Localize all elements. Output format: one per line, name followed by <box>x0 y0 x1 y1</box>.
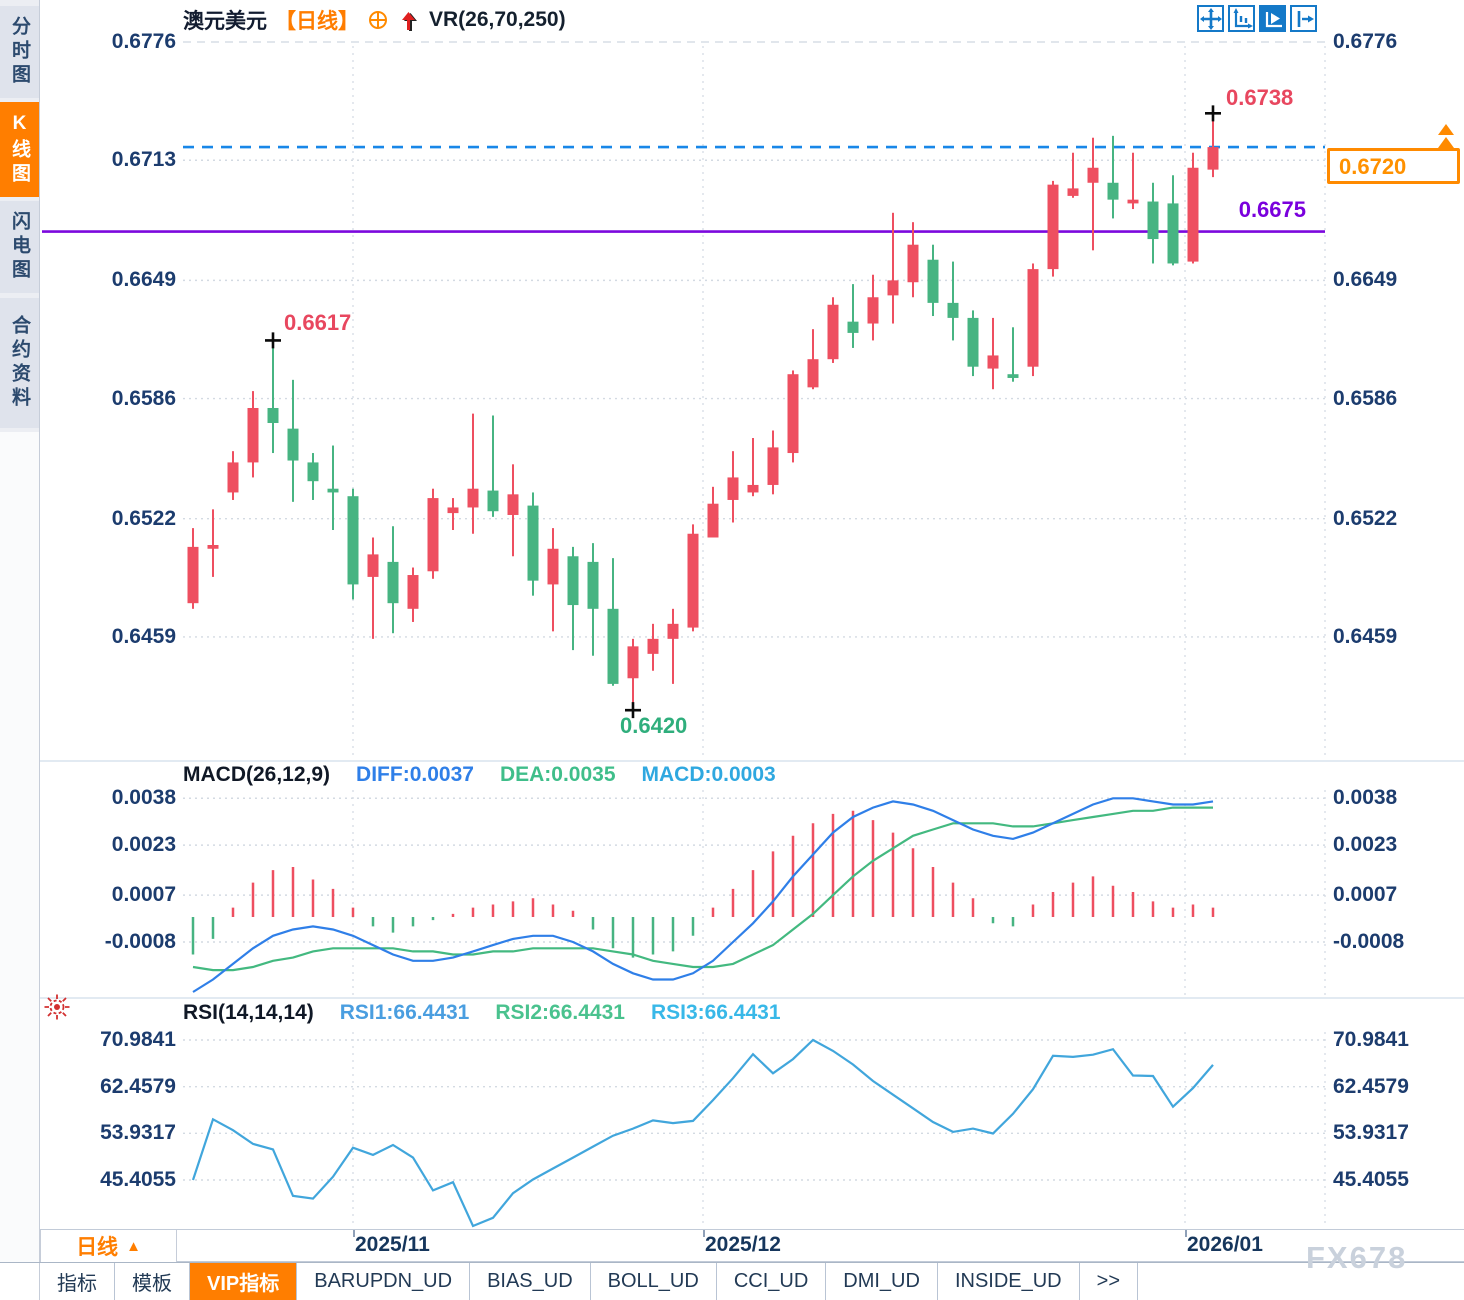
macd-layer <box>191 797 1215 993</box>
bottom-tab-6[interactable]: BOLL_UD <box>591 1263 717 1300</box>
rsi-axis-label-right: 62.4579 <box>1333 1074 1409 1098</box>
time-axis-label-2: 2025/12 <box>705 1233 781 1256</box>
annotation-session-high: 0.6738 <box>1226 85 1294 110</box>
annotation-support-price: 0.6675 <box>1238 197 1306 222</box>
macd-axis-label-left: 0.0023 <box>111 833 176 857</box>
time-axis-label-3: 2026/01 <box>1187 1233 1263 1256</box>
reference-lines-layer <box>42 145 1325 233</box>
period-selector[interactable]: 日线 ▲ <box>40 1230 177 1262</box>
rsi-value-1: RSI1:66.4431 <box>339 1001 470 1024</box>
rsi-header: RSI(14,14,14) RSI1:66.4431 RSI2:66.4431 RS… <box>183 1001 781 1025</box>
circle-plus-icon[interactable] <box>367 9 389 31</box>
toolbar-pan-button[interactable] <box>1197 5 1224 32</box>
price-axis-label-left: 0.6776 <box>111 30 176 53</box>
time-axis-label-1: 2025/11 <box>355 1233 430 1256</box>
macd-axis-label-left: 0.0007 <box>111 883 176 907</box>
rsi-value-3: RSI3:66.4431 <box>650 1001 781 1024</box>
rsi-axis-label-right: 53.9317 <box>1333 1121 1409 1145</box>
annotation-swing-high: 0.6617 <box>284 310 352 335</box>
price-axis-label-left: 0.6586 <box>111 386 176 410</box>
macd-axis-label-left: -0.0008 <box>104 930 176 953</box>
bottom-tab-9[interactable]: INSIDE_UD <box>938 1263 1080 1300</box>
toolbar-auto-scale-button[interactable] <box>1259 5 1286 32</box>
triangle-up-icon: ▲ <box>126 1237 141 1255</box>
pan-icon <box>1199 7 1222 30</box>
sidebar-item-4[interactable]: 合约资料 <box>0 298 39 428</box>
sidebar-item-3[interactable]: 闪电图 <box>0 201 39 293</box>
price-axis-label-left: 0.6459 <box>111 624 176 648</box>
chart-title-bar: 澳元美元 【日线】 VR(26,70,250) <box>183 5 566 35</box>
price-up-arrow-icon <box>1438 124 1454 135</box>
rsi-layer <box>191 1038 1214 1228</box>
time-axis-tick <box>1185 1230 1187 1237</box>
price-axis-label-right: 0.6459 <box>1333 624 1398 648</box>
macd-value-1: DIFF:0.0037 <box>356 763 474 786</box>
bottom-tab-10[interactable]: >> <box>1080 1263 1138 1300</box>
rsi-values: RSI1:66.4431 RSI2:66.4431 RSI3:66.4431 <box>340 1001 781 1025</box>
bottom-tab-bar: 指标 模板 VIP指标 BARUPDN_UD BIAS_UD BOLL_UD CCI_UD D… <box>0 1262 1464 1300</box>
rsi-axis-label-right: 70.9841 <box>1333 1028 1409 1051</box>
bottom-tab-7[interactable]: CCI_UD <box>717 1263 827 1300</box>
macd-header: MACD(26,12,9) DIFF:0.0037 DEA:0.0035 MACD:… <box>183 763 776 787</box>
indicator-settings-sun-icon[interactable] <box>42 992 72 1027</box>
price-axis-label-left: 0.6522 <box>111 506 176 530</box>
time-axis-tick <box>703 1230 705 1237</box>
rsi-title[interactable]: RSI(14,14,14) <box>183 1001 314 1024</box>
toolbar-fit-scale-button[interactable] <box>1228 5 1255 32</box>
fit-scale-icon <box>1233 7 1253 28</box>
sidebar-item-2[interactable]: K线图 <box>0 102 39 197</box>
macd-axis-label-right: -0.0008 <box>1333 930 1405 953</box>
period-selector-label: 日线 <box>76 1236 119 1259</box>
current-price-box: 0.6720 <box>1327 148 1460 184</box>
time-axis-tick <box>353 1230 355 1237</box>
shift-right-icon <box>1297 10 1314 27</box>
red-up-arrow-icon <box>397 8 421 32</box>
annotation-swing-low: 0.6420 <box>620 713 688 738</box>
bottom-tab-1[interactable]: 指标 <box>40 1263 115 1300</box>
price-axis-label-left: 0.6713 <box>111 148 176 172</box>
macd-value-2: DEA:0.0035 <box>499 763 616 786</box>
macd-axis-label-right: 0.0038 <box>1333 786 1398 810</box>
macd-value-3: MACD:0.0003 <box>641 763 776 786</box>
price-up-arrow-icon <box>1438 137 1454 148</box>
rsi-axis-label-right: 45.4055 <box>1333 1168 1409 1191</box>
tabs-container: 指标 模板 VIP指标 BARUPDN_UD BIAS_UD BOLL_UD CCI_UD D… <box>40 1263 1138 1300</box>
rsi-axis-label-left: 45.4055 <box>100 1168 176 1191</box>
bottom-tab-5[interactable]: BIAS_UD <box>470 1263 591 1300</box>
chart-toolbar <box>1197 5 1317 32</box>
macd-title[interactable]: MACD(26,12,9) <box>183 763 331 786</box>
price-axis-label-right: 0.6649 <box>1333 268 1398 292</box>
macd-axis-label-right: 0.0023 <box>1333 833 1398 857</box>
marker-layer <box>265 105 1221 719</box>
rsi-axis-label-left: 62.4579 <box>100 1074 176 1098</box>
sidebar-item-1[interactable]: 分时图 <box>0 6 39 98</box>
auto-scale-icon <box>1265 11 1282 27</box>
sidebar-empty <box>0 432 39 1300</box>
bottom-tab-8[interactable]: DMI_UD <box>826 1263 938 1300</box>
candles-layer <box>187 113 1219 711</box>
price-axis-label-right: 0.6522 <box>1333 506 1398 530</box>
price-axis-label-right: 0.6586 <box>1333 386 1398 410</box>
time-axis-row: 日线 ▲ 2025/11 2025/12 2026/01 <box>40 1229 1464 1262</box>
sidebar: 分时图 K线图闪电图合约资料 <box>0 0 40 1300</box>
price-axis-label-left: 0.6649 <box>111 268 176 292</box>
period-tag: 【日线】 <box>275 10 359 33</box>
indicator-label[interactable]: VR(26,70,250) <box>429 8 566 31</box>
rsi-axis-label-left: 70.9841 <box>100 1028 176 1051</box>
bottom-tab-4[interactable]: BARUPDN_UD <box>297 1263 471 1300</box>
toolbar-shift-right-button[interactable] <box>1290 5 1317 32</box>
price-axis-label-right: 0.6776 <box>1333 30 1398 53</box>
symbol-name: 澳元美元 <box>183 10 267 33</box>
rsi-value-2: RSI2:66.4431 <box>495 1001 625 1024</box>
rsi-axis-label-left: 53.9317 <box>100 1121 176 1145</box>
macd-values: DIFF:0.0037 DEA:0.0035 MACD:0.0003 <box>356 763 776 787</box>
bottom-tab-3[interactable]: VIP指标 <box>190 1263 298 1300</box>
bottom-tab-2[interactable]: 模板 <box>115 1263 190 1300</box>
tab-bar-spacer <box>0 1263 40 1300</box>
macd-axis-label-left: 0.0038 <box>111 786 176 810</box>
macd-axis-label-right: 0.0007 <box>1333 883 1398 907</box>
